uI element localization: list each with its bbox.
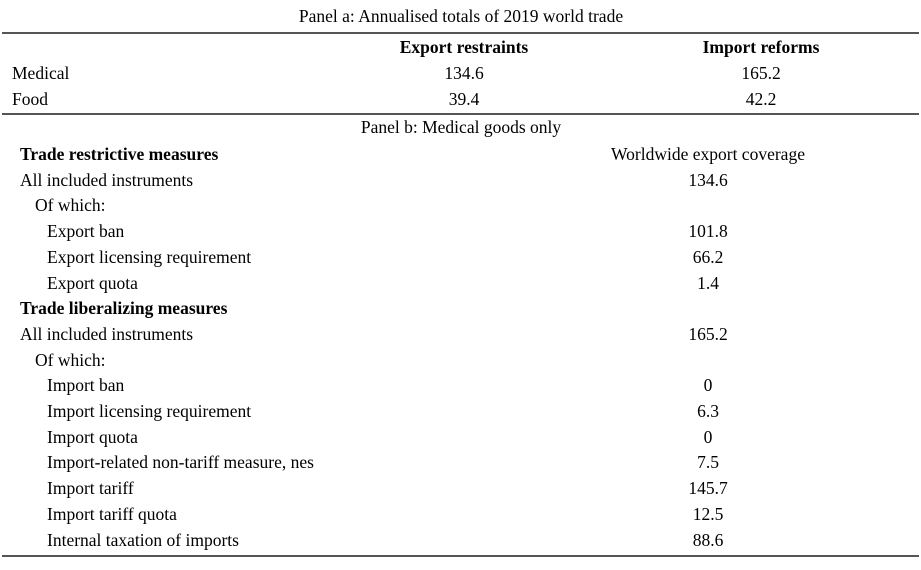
row-value: 6.3 — [697, 401, 719, 421]
top-rule — [2, 32, 919, 34]
cell-food-import: 42.2 — [745, 89, 777, 109]
panel-a-title: Panel a: Annualised totals of 2019 world… — [298, 6, 624, 26]
row-label: Import tariff — [47, 478, 134, 499]
row-label: Import-related non-tariff measure, nes — [47, 452, 314, 473]
row-label: Of which: — [35, 349, 106, 370]
row-value: 88.6 — [692, 529, 724, 550]
row-label-food: Food — [12, 89, 48, 109]
row-value: 1.4 — [697, 272, 719, 293]
cell-food-export: 39.4 — [448, 89, 480, 109]
mid-rule — [2, 113, 919, 115]
row-value: 12.5 — [692, 503, 724, 524]
row-label: All included instruments — [20, 169, 194, 190]
row-label: Import quota — [47, 426, 138, 447]
cell-medical-import: 165.2 — [741, 63, 781, 83]
row-label: Export ban — [47, 221, 125, 242]
bottom-rule — [2, 555, 919, 557]
row-value: 0 — [703, 375, 713, 396]
col-header-worldwide-export-coverage: Worldwide export coverage — [611, 144, 805, 164]
section-heading: Trade restrictive measures — [20, 144, 219, 164]
row-value: 101.8 — [688, 221, 728, 242]
panel-b-title: Panel b: Medical goods only — [360, 117, 562, 137]
row-label: Of which: — [35, 195, 106, 216]
cell-medical-export: 134.6 — [444, 63, 484, 83]
col-header-import-reforms: Import reforms — [702, 37, 820, 57]
row-label: Import ban — [47, 375, 125, 396]
col-header-export-restraints: Export restraints — [399, 37, 529, 57]
row-value: 7.5 — [697, 452, 719, 473]
row-value: 134.6 — [688, 169, 728, 190]
row-label: Export quota — [47, 272, 138, 293]
row-label: Import tariff quota — [47, 503, 177, 524]
row-label-medical: Medical — [12, 63, 70, 83]
row-value: 0 — [703, 426, 713, 447]
row-label: Import licensing requirement — [47, 401, 252, 421]
section-heading: Trade liberalizing measures — [20, 298, 228, 319]
row-value: 165.2 — [688, 323, 728, 344]
row-value: 145.7 — [688, 478, 728, 499]
row-label: Export licensing requirement — [47, 246, 252, 267]
row-label: Internal taxation of imports — [47, 529, 239, 550]
row-value: 66.2 — [692, 246, 724, 267]
row-label: All included instruments — [20, 323, 194, 344]
